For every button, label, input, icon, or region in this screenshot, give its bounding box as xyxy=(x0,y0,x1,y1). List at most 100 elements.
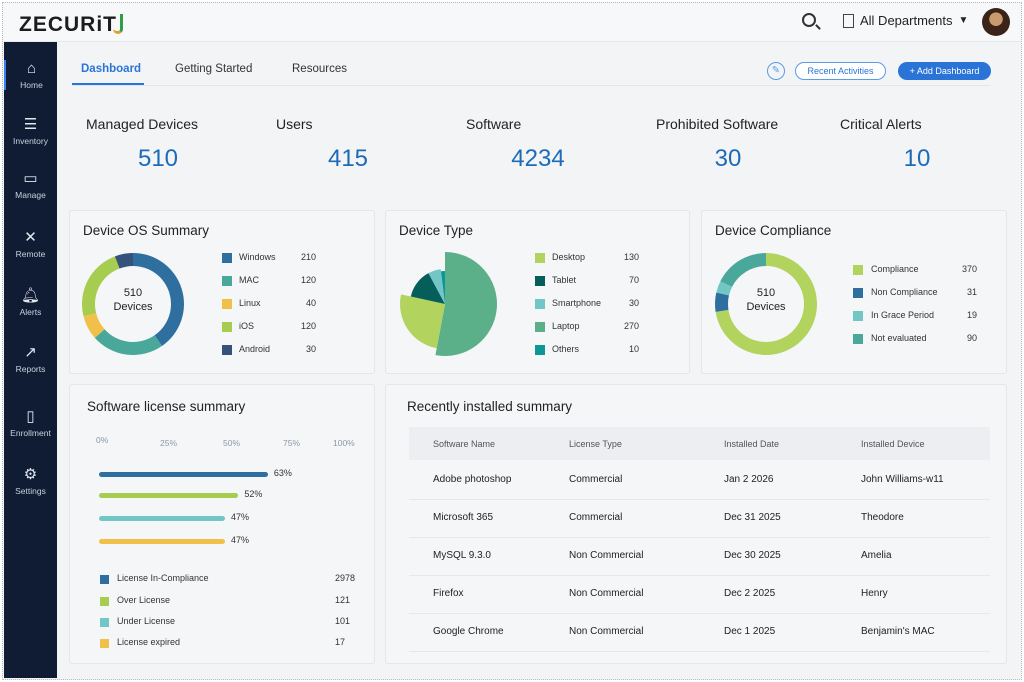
legend-value: 121 xyxy=(335,595,351,605)
stat-label-managed-devices: Managed Devices xyxy=(86,116,199,132)
edit-pencil-icon[interactable]: ✎ xyxy=(767,62,785,80)
avatar[interactable] xyxy=(982,8,1010,36)
legend-label: Laptop xyxy=(552,321,580,331)
document-icon: ▯ xyxy=(26,408,35,425)
table-cell: Adobe photoshop xyxy=(433,474,512,485)
legend-value: 40 xyxy=(305,298,316,308)
card-title: Software license summary xyxy=(87,399,246,414)
sidebar-label: Settings xyxy=(15,486,46,496)
chart-icon: ↗ xyxy=(24,344,37,361)
legend-value: 31 xyxy=(966,287,977,297)
sidebar-item-enrollment[interactable]: ▯ Enrollment xyxy=(4,408,57,438)
legend-swatch xyxy=(535,299,545,309)
license-bar[interactable] xyxy=(99,516,225,521)
caret-down-icon: ▼ xyxy=(958,15,969,26)
sidebar-item-alerts[interactable]: 🔔︎ Alerts xyxy=(4,287,57,317)
legend-swatch xyxy=(853,334,863,344)
bar-label: 47% xyxy=(230,535,249,545)
stat-label-prohibited-software: Prohibited Software xyxy=(656,116,779,132)
legend-swatch xyxy=(222,299,232,309)
active-tab-indicator xyxy=(72,83,144,85)
legend-label: Android xyxy=(239,344,271,354)
legend-label: In Grace Period xyxy=(871,310,935,320)
row-divider xyxy=(409,651,990,652)
legend-swatch xyxy=(222,253,232,263)
license-bar[interactable] xyxy=(99,493,239,498)
recently-installed-card xyxy=(385,384,1007,664)
table-cell: Amelia xyxy=(861,550,892,561)
sidebar-item-settings[interactable]: ⚙ Settings xyxy=(4,466,57,496)
column-header[interactable]: License Type xyxy=(569,439,622,449)
legend-swatch xyxy=(222,345,232,355)
donut-center-label: 510 Devices xyxy=(113,287,153,313)
table-cell: Jan 2 2026 xyxy=(724,474,774,485)
search-icon[interactable] xyxy=(802,13,816,27)
building-icon xyxy=(843,13,854,28)
sidebar-item-manage[interactable]: ▭ Manage xyxy=(4,170,57,200)
logo[interactable]: ZECURiT xyxy=(19,13,123,37)
tab-divider xyxy=(72,85,990,86)
home-icon: ⌂ xyxy=(26,60,37,77)
legend-swatch xyxy=(222,276,232,286)
stat-label-software: Software xyxy=(466,116,522,132)
row-divider xyxy=(409,575,990,576)
column-header[interactable]: Software Name xyxy=(433,439,496,449)
sidebar: ⌂ Home ☰ Inventory ▭ Manage ✕ Remote 🔔︎ Alert… xyxy=(4,42,57,678)
legend-swatch xyxy=(853,265,863,275)
recent-activities-button[interactable]: Recent Activities xyxy=(795,62,886,80)
tab-getting-started[interactable]: Getting Started xyxy=(175,63,253,75)
sidebar-item-reports[interactable]: ↗ Reports xyxy=(4,344,57,374)
legend-swatch xyxy=(100,618,109,627)
column-header[interactable]: Installed Device xyxy=(861,439,925,449)
table-header xyxy=(409,427,990,460)
tab-resources[interactable]: Resources xyxy=(292,63,347,75)
stat-value-software[interactable]: 4234 xyxy=(511,145,565,172)
legend-value: 2978 xyxy=(335,573,356,583)
sidebar-label: Manage xyxy=(15,190,46,200)
license-bar[interactable] xyxy=(99,472,268,477)
sidebar-item-home[interactable]: ⌂ Home xyxy=(4,60,57,90)
sidebar-item-remote[interactable]: ✕ Remote xyxy=(4,229,57,259)
stat-value-prohibited-software[interactable]: 30 xyxy=(714,145,742,172)
shield-logo-icon xyxy=(113,14,123,34)
legend-label: MAC xyxy=(239,275,259,285)
axis-tick: 100% xyxy=(333,438,355,448)
table-cell: Commercial xyxy=(569,474,623,485)
top-bar: ZECURiT xyxy=(3,3,1021,42)
table-cell: Henry xyxy=(861,588,888,599)
legend-label: Others xyxy=(552,344,580,354)
column-header[interactable]: Installed Date xyxy=(724,439,780,449)
legend-value: 370 xyxy=(961,264,977,274)
axis-tick: 0% xyxy=(96,435,109,445)
legend-value: 101 xyxy=(335,616,351,626)
license-bar[interactable] xyxy=(99,539,225,544)
legend-swatch xyxy=(853,311,863,321)
legend-value: 30 xyxy=(628,298,639,308)
legend-value: 270 xyxy=(623,321,639,331)
legend-label: Non Compliance xyxy=(871,287,938,297)
monitor-icon: ▭ xyxy=(23,170,38,187)
legend-label: Not evaluated xyxy=(871,333,927,343)
stat-value-critical-alerts[interactable]: 10 xyxy=(903,145,931,172)
legend-value: 210 xyxy=(300,252,316,262)
legend-label: Smartphone xyxy=(552,298,602,308)
stat-value-managed-devices[interactable]: 510 xyxy=(137,145,179,172)
legend-swatch xyxy=(100,597,109,606)
legend-label: Desktop xyxy=(552,252,586,262)
department-dropdown[interactable]: All Departments ▼ xyxy=(843,13,968,28)
legend-value: 19 xyxy=(966,310,977,320)
sidebar-label: Remote xyxy=(15,249,46,259)
legend-value: 10 xyxy=(628,344,639,354)
legend-label: Under License xyxy=(117,616,176,626)
add-dashboard-button[interactable]: + Add Dashboard xyxy=(898,62,991,80)
stat-value-users[interactable]: 415 xyxy=(327,145,369,172)
legend-value: 120 xyxy=(300,321,316,331)
legend-swatch xyxy=(100,575,109,584)
table-cell: Theodore xyxy=(861,512,904,523)
table-cell: MySQL 9.3.0 xyxy=(433,550,491,561)
sidebar-item-inventory[interactable]: ☰ Inventory xyxy=(4,116,57,146)
department-label: All Departments xyxy=(860,13,953,28)
tab-dashboard[interactable]: Dashboard xyxy=(81,63,142,75)
card-title: Device OS Summary xyxy=(83,223,210,238)
table-cell: Non Commercial xyxy=(569,588,644,599)
